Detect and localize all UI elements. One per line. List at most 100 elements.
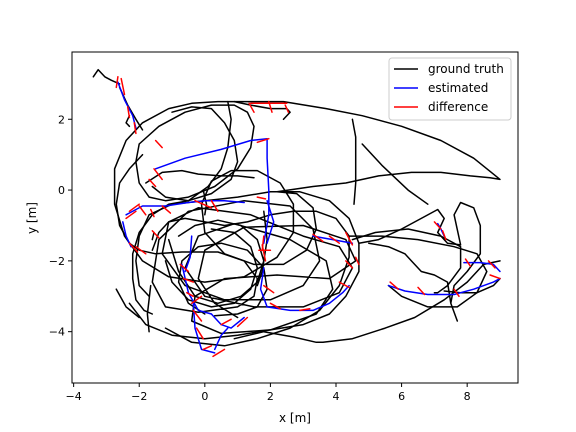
difference-segment-15	[161, 205, 172, 214]
series-difference	[115, 76, 501, 358]
difference-segment-28	[192, 309, 203, 322]
difference-segment-34	[263, 284, 275, 294]
ground-truth-segment-0	[92, 68, 121, 85]
ground-truth-segment-15	[358, 201, 482, 322]
plot-frame	[71, 51, 519, 384]
estimated-segment-7	[210, 313, 245, 329]
estimated-segment-0	[117, 81, 137, 129]
estimated-segment-10	[266, 199, 275, 244]
ground-truth-segment-10	[128, 191, 360, 340]
difference-segment-17	[210, 199, 219, 213]
estimated-segment-15	[184, 235, 193, 273]
series-layer	[92, 68, 501, 358]
legend-label-difference: difference	[428, 100, 488, 114]
difference-segment-44	[417, 286, 426, 296]
difference-segment-4	[248, 102, 255, 113]
ground-truth-segment-22	[361, 143, 429, 205]
difference-segment-27	[190, 295, 203, 305]
legend-box	[388, 57, 512, 121]
difference-segment-6	[284, 104, 290, 113]
difference-segment-9	[154, 139, 163, 149]
difference-segment-26	[186, 291, 195, 298]
ground-truth-segment-17	[348, 235, 488, 308]
series-estimated	[117, 81, 501, 354]
difference-segment-35	[269, 302, 281, 310]
y-axis-ticks: −4 −2 0 2	[49, 113, 72, 339]
difference-segment-18	[256, 196, 267, 200]
legend-label-estimated: estimated	[428, 81, 488, 95]
estimated-segment-6	[192, 302, 216, 354]
estimated-segment-2	[263, 137, 270, 244]
difference-segment-1	[120, 77, 126, 96]
x-tick-label: 8	[464, 390, 471, 403]
difference-segment-12	[125, 210, 137, 220]
ground-truth-segment-12	[167, 219, 265, 305]
ground-truth-segment-5	[145, 169, 255, 184]
difference-segment-2	[126, 106, 131, 119]
difference-segment-50	[487, 260, 496, 269]
x-axis-ticks: −4 −2 0 2 4 6 8	[66, 383, 471, 403]
difference-segment-42	[354, 256, 360, 266]
difference-segment-41	[345, 260, 354, 269]
difference-segment-40	[338, 281, 350, 289]
difference-segment-45	[453, 288, 460, 298]
difference-segment-25	[182, 277, 195, 283]
difference-segment-11	[148, 178, 157, 188]
difference-segment-0	[115, 76, 119, 89]
difference-segment-39	[345, 231, 354, 246]
y-tick-label: 0	[58, 184, 65, 197]
difference-segment-24	[179, 263, 190, 273]
ground-truth-segment-2	[125, 114, 131, 128]
ground-truth-segment-25	[202, 189, 208, 216]
difference-segment-30	[202, 345, 213, 351]
ground-truth-segment-18	[322, 260, 501, 344]
x-tick-label: 6	[398, 390, 405, 403]
difference-segment-31	[212, 348, 226, 358]
legend-label-ground-truth: ground truth	[428, 62, 504, 76]
ground-truth-segment-24	[146, 284, 152, 333]
difference-segment-19	[128, 242, 139, 253]
ground-truth-segment-23	[151, 231, 155, 241]
y-tick-label: −2	[49, 255, 65, 268]
difference-segment-37	[312, 233, 324, 243]
difference-segment-36	[299, 307, 311, 312]
ground-truth-segment-7	[233, 100, 291, 121]
estimated-segment-12	[387, 277, 501, 296]
x-tick-label: −2	[131, 390, 147, 403]
difference-segment-47	[433, 221, 442, 230]
difference-segment-52	[149, 208, 155, 218]
difference-segment-8	[256, 137, 270, 144]
ground-truth-segment-19	[443, 277, 501, 294]
difference-segment-43	[389, 281, 400, 290]
ground-truth-segment-20	[233, 330, 324, 344]
x-tick-label: −4	[66, 390, 82, 403]
difference-segment-23	[261, 244, 267, 262]
difference-segment-49	[464, 258, 472, 267]
difference-segment-3	[133, 122, 137, 135]
difference-segment-10	[153, 168, 163, 181]
ground-truth-segment-16	[351, 228, 462, 294]
difference-segment-14	[138, 205, 147, 216]
difference-segment-46	[489, 274, 501, 280]
x-tick-label: 2	[267, 390, 274, 403]
x-tick-label: 0	[201, 390, 208, 403]
estimated-segment-1	[154, 137, 268, 170]
estimated-segment-11	[213, 327, 229, 351]
ground-truth-segment-4	[113, 100, 501, 283]
difference-segment-13	[128, 203, 140, 213]
x-tick-label: 4	[332, 390, 339, 403]
difference-segment-51	[151, 230, 160, 239]
difference-segment-29	[195, 327, 204, 340]
difference-segment-33	[236, 316, 249, 328]
y-axis-label: y [m]	[25, 202, 39, 234]
difference-segment-38	[328, 235, 341, 244]
difference-segment-16	[194, 199, 213, 209]
y-tick-label: 2	[58, 113, 65, 126]
ground-truth-segment-6	[135, 104, 255, 202]
ground-truth-segment-11	[151, 210, 350, 347]
estimated-segment-13	[463, 261, 501, 273]
difference-segment-20	[135, 245, 147, 255]
y-tick-label: −4	[49, 326, 65, 339]
ground-truth-segment-14	[177, 242, 268, 317]
